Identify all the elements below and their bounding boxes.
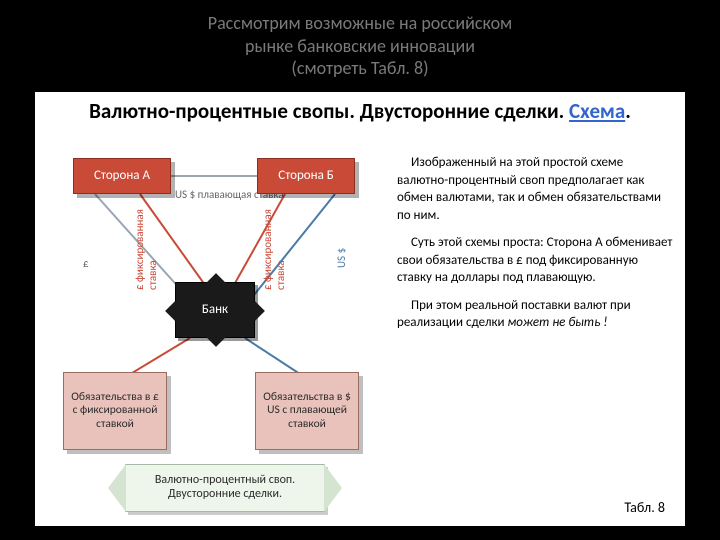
node-ribbon-caption: Валютно-процентный своп. Двусторонние сд…	[125, 464, 325, 512]
slide-header: Рассмотрим возможные на российском рынке…	[0, 0, 720, 80]
node-party-b: Сторона Б	[257, 158, 355, 194]
node-bank: Банк	[175, 282, 255, 338]
node-obligation-b: Обязательства в $ US с плавающей ставкой	[255, 372, 359, 450]
panel-title: Валютно-процентные свопы. Двусторонние с…	[35, 98, 685, 124]
table-number: Табл. 8	[624, 499, 665, 516]
label-fixedB: £ фиксированная ставка	[261, 202, 287, 290]
node-party-a: Сторона А	[73, 158, 171, 194]
node-obligation-a: Обязательства в £ с фиксированной ставко…	[63, 372, 167, 450]
label-usd: US $	[335, 222, 348, 268]
label-pound: £	[83, 257, 89, 270]
description-text: Изображенный на этой простой схеме валют…	[397, 154, 673, 342]
diagram-panel: Валютно-процентные свопы. Двусторонние с…	[35, 92, 685, 526]
label-fixedA: £ фиксированная ставка	[133, 202, 159, 290]
